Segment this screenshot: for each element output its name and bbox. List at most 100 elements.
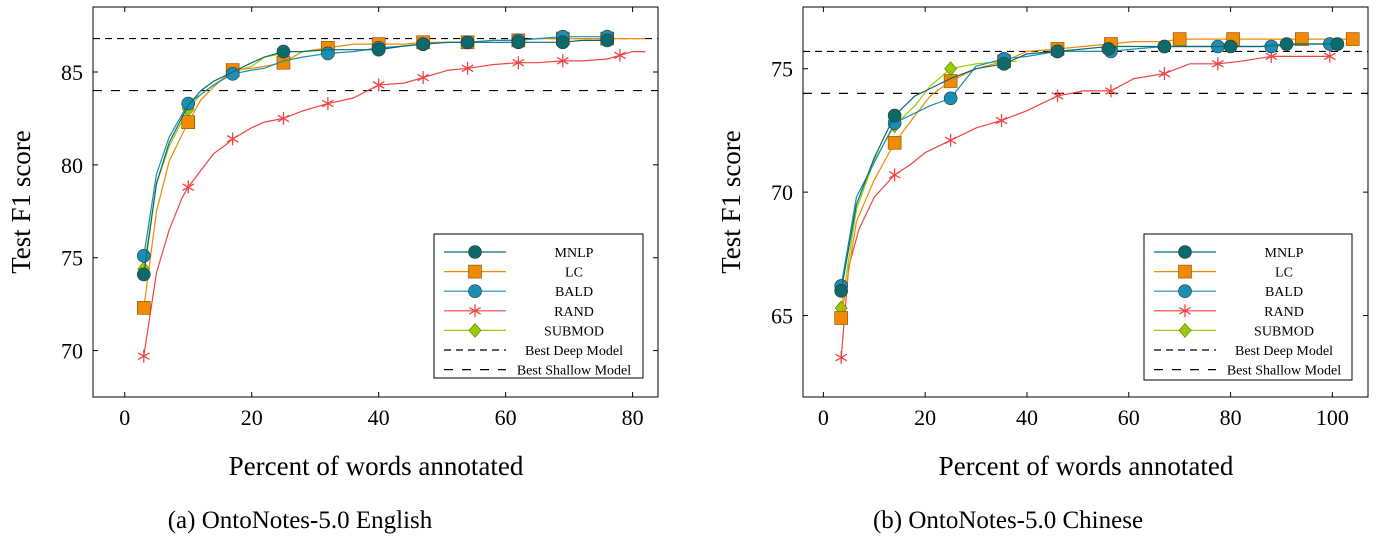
x-axis-title: Percent of words annotated (229, 451, 524, 481)
x-tick-label: 80 (622, 405, 644, 430)
series-bald (136, 29, 615, 263)
legend-label: Best Shallow Model (517, 364, 631, 379)
legend-label: Best Deep Model (525, 344, 623, 359)
chart-english: 0 20 40 60 80 70 75 80 85 Test F1 score Percent … (6, 6, 659, 534)
data-point-submod (944, 61, 958, 77)
data-point-mnlp (371, 42, 386, 57)
data-point-rand (372, 78, 385, 92)
chart-chinese: 0 20 40 60 80 100 65 70 75 Test F1 score Percent… (716, 6, 1369, 534)
x-tick-label: 100 (1316, 405, 1349, 430)
x-tick-label: 60 (495, 405, 517, 430)
data-point-rand (226, 132, 239, 146)
series-rand (137, 48, 646, 363)
y-axis-title: Test F1 score (716, 130, 746, 274)
legend-entry-lc: LC (1154, 264, 1293, 281)
data-point-rand (556, 54, 569, 68)
legend-entry-bald: BALD (444, 284, 593, 300)
data-point-mnlp (834, 284, 848, 298)
data-point-mnlp (1330, 37, 1345, 51)
legend-entry-best-shallow-model: Best Shallow Model (1154, 364, 1341, 379)
legend-entry-bald: BALD (1154, 284, 1303, 300)
data-point-rand (461, 61, 474, 75)
data-point-lc (136, 301, 151, 315)
y-tick-label: 75 (771, 57, 793, 82)
legend-marker (1179, 304, 1191, 318)
x-tick-label: 20 (241, 405, 263, 430)
data-point-mnlp (997, 56, 1011, 71)
legend-marker (468, 245, 482, 259)
data-point-rand (613, 48, 626, 62)
data-point-rand (944, 133, 957, 147)
x-tick-label: 0 (119, 405, 130, 430)
data-point-rand (277, 111, 290, 125)
data-point-mnlp (1279, 37, 1294, 51)
legend-label: SUBMOD (1254, 324, 1314, 339)
data-point-mnlp (511, 35, 526, 50)
data-point-rand (1323, 49, 1336, 63)
chart-caption: (a) OntoNotes-5.0 English (168, 507, 433, 534)
data-point-lc (1295, 32, 1309, 46)
data-point-mnlp (460, 35, 475, 50)
x-tick-label: 20 (914, 405, 936, 430)
data-point-lc (1345, 32, 1360, 46)
series-mnlp (834, 37, 1345, 298)
legend-entry-rand: RAND (1154, 304, 1304, 320)
data-point-bald (943, 91, 958, 106)
data-point-rand (417, 71, 430, 85)
plot-frame (92, 6, 659, 398)
y-axis-title: Test F1 score (6, 130, 36, 274)
legend-marker (1178, 284, 1192, 299)
data-point-rand (888, 168, 901, 182)
plot-frame (802, 6, 1369, 398)
series-line-rand (840, 55, 1330, 358)
x-tick-label: 80 (1220, 405, 1242, 430)
data-point-mnlp (416, 37, 430, 51)
data-point-mnlp (276, 44, 291, 59)
legend-label: MNLP (1265, 246, 1304, 261)
data-point-mnlp (887, 108, 902, 123)
data-point-rand (1051, 89, 1064, 103)
legend-marker (469, 304, 481, 318)
legend-label: BALD (1265, 285, 1303, 300)
legend-entry-submod: SUBMOD (1154, 322, 1314, 339)
data-point-rand (1104, 84, 1117, 98)
legend-entry-best-deep-model: Best Deep Model (1154, 344, 1333, 359)
series-layer (136, 29, 646, 363)
y-tick-label: 85 (61, 60, 83, 85)
data-point-bald (136, 249, 151, 263)
legend-box (1143, 233, 1353, 381)
legend-marker (1178, 264, 1192, 279)
series-line-mnlp (840, 43, 1338, 292)
series-mnlp (136, 33, 615, 282)
legend-entry-rand: RAND (444, 304, 594, 320)
series-line-rand (143, 50, 646, 357)
legend-label: LC (565, 266, 583, 281)
series-rand (835, 49, 1336, 365)
legend-entry-mnlp: MNLP (1154, 245, 1304, 261)
data-point-mnlp (136, 267, 151, 282)
y-tick-label: 75 (61, 246, 83, 271)
x-tick-label: 40 (1016, 405, 1038, 430)
data-point-rand (995, 114, 1008, 128)
legend-box (433, 233, 644, 379)
legend-label: Best Shallow Model (1227, 364, 1341, 379)
legend-marker (1178, 322, 1192, 338)
legend: MNLP LC BALD RAND SUBMOD Best Deep Model Best … (1143, 233, 1353, 381)
series-line-bald (143, 36, 608, 256)
data-point-rand (321, 97, 334, 111)
legend-label: LC (1275, 266, 1293, 281)
chart-caption: (b) OntoNotes-5.0 Chinese (873, 507, 1143, 534)
legend-entry-best-shallow-model: Best Shallow Model (444, 364, 631, 379)
legend-label: RAND (554, 305, 594, 320)
series-line-lc (840, 38, 1353, 319)
data-point-rand (1158, 67, 1171, 81)
legend-marker (1178, 245, 1192, 259)
y-tick-label: 70 (771, 180, 793, 205)
tick-layer: 0 20 40 60 80 100 65 70 75 (771, 7, 1368, 430)
legend-label: RAND (1264, 305, 1304, 320)
tick-layer: 0 20 40 60 80 70 75 80 85 (61, 7, 658, 430)
legend-marker (468, 264, 482, 279)
legend-marker (468, 284, 482, 299)
data-point-mnlp (1050, 44, 1065, 59)
data-point-bald (181, 96, 196, 111)
